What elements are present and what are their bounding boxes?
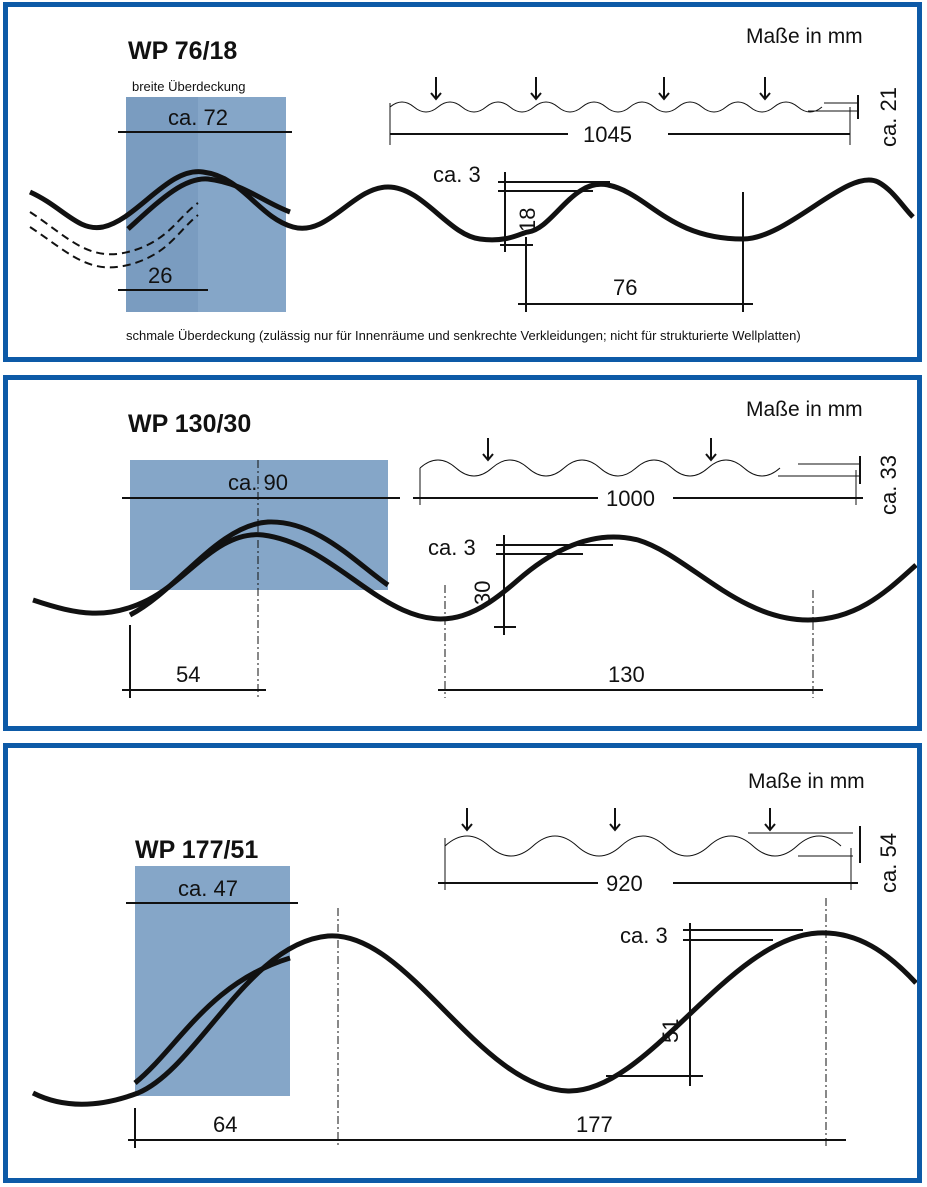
dim-sheet-width: 1000 [606, 486, 655, 511]
overlap-sheet [133, 955, 291, 1085]
dim-sheet-width: 1045 [583, 122, 632, 147]
dim-wave-height: 18 [515, 208, 540, 232]
dim-thickness: ca. 3 [433, 162, 481, 187]
panel-title: WP 130/30 [128, 410, 251, 438]
fastener-arrows [482, 438, 717, 462]
overlap-sheet [126, 176, 291, 231]
dim-wave-height: 51 [658, 1019, 683, 1043]
dim-overlap-offset: 64 [213, 1112, 237, 1137]
sheet-schematic [389, 101, 823, 113]
dim-thickness: ca. 3 [428, 535, 476, 560]
units-label: Maße in mm [746, 398, 863, 421]
dashed-profile [29, 214, 199, 269]
units-label: Maße in mm [746, 25, 863, 48]
dim-thickness: ca. 3 [620, 923, 668, 948]
dim-wave-height: 30 [470, 581, 495, 605]
overlap-sheet [128, 519, 390, 618]
dim-pitch: 76 [613, 275, 637, 300]
dim-profile-height: ca. 21 [876, 87, 901, 147]
wave-profile [28, 169, 915, 243]
dim-overlap-wide: ca. 72 [168, 105, 228, 130]
sheet-schematic [419, 459, 781, 477]
profile-drawing-wp-177-51: ca. 47 64 177 920 c [31, 770, 917, 1148]
dim-overlap-offset: 54 [176, 662, 200, 687]
dim-pitch: 130 [608, 662, 645, 687]
overlap-wide-label: breite Überdeckung [132, 79, 245, 94]
dim-sheet-width: 920 [606, 871, 643, 896]
narrow-overlap-note: schmale Überdeckung (zulässig nur für In… [126, 328, 801, 343]
panel-wp-130-30: ca. 90 54 1000 ca. 33 ca. 3 [3, 375, 922, 731]
dim-overlap-wide: ca. 47 [178, 876, 238, 901]
panel-title: WP 76/18 [128, 37, 237, 65]
dim-profile-height: ca. 54 [876, 833, 901, 893]
wave-profile [31, 930, 917, 1107]
sheet-schematic [444, 835, 842, 857]
fastener-arrows [461, 808, 776, 832]
panel-wp-76-18: breite Überdeckung ca. 72 26 [3, 2, 922, 362]
units-label: Maße in mm [748, 770, 865, 793]
dashed-profile [29, 202, 199, 256]
panel-title: WP 177/51 [135, 836, 258, 864]
profile-drawing-wp-130-30: ca. 90 54 1000 ca. 33 ca. 3 [32, 398, 917, 698]
dim-overlap-narrow: 26 [148, 263, 172, 288]
dim-profile-height: ca. 33 [876, 455, 901, 515]
profile-drawing-wp-76-18: breite Überdeckung ca. 72 26 [28, 25, 915, 343]
fastener-arrows [430, 77, 771, 101]
panel-wp-177-51: ca. 47 64 177 920 c [3, 743, 922, 1183]
dim-pitch: 177 [576, 1112, 613, 1137]
